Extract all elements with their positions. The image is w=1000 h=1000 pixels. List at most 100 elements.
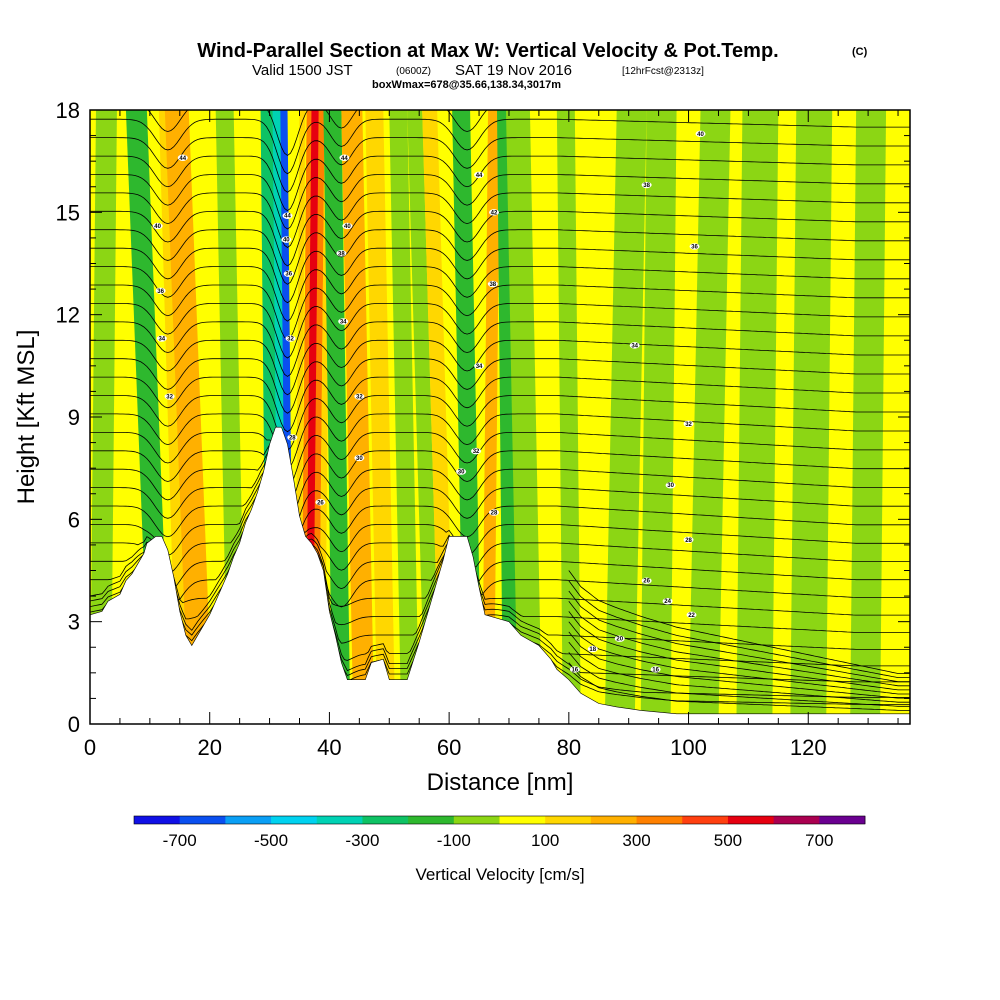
w-band [556, 110, 581, 714]
contour-label: 32 [285, 335, 296, 343]
utc-time: (0600Z) [396, 66, 431, 77]
theta-contour [568, 662, 910, 711]
x-tick-label: 80 [557, 735, 581, 760]
theta-contour [90, 472, 910, 616]
contour-label-text: 42 [491, 210, 498, 216]
contour-label-text: 22 [688, 613, 695, 619]
colorbar-swatch [316, 816, 363, 824]
theta-contour [90, 413, 910, 469]
theta-contour [568, 590, 910, 683]
theta-contour [90, 395, 910, 451]
contour-label: 26 [315, 499, 326, 506]
y-tick-label: 9 [68, 405, 80, 430]
contour-label-text: 40 [283, 238, 290, 244]
contour-label: 36 [155, 287, 166, 295]
contour-label: 38 [641, 181, 652, 189]
theta-contour [90, 358, 910, 414]
contour-label: 34 [629, 342, 640, 349]
contour-label-text: 32 [685, 422, 692, 428]
y-tick-label: 0 [68, 712, 80, 737]
contour-label: 20 [614, 635, 625, 643]
colorbar-tick-label: 100 [531, 831, 559, 850]
contour-label-text: 38 [489, 282, 496, 288]
w-band [90, 110, 117, 714]
contour-label-text: 34 [340, 319, 347, 325]
colorbar-tick-label: -300 [345, 831, 379, 850]
colorbar-frame [133, 815, 866, 825]
contour-label-text: 32 [473, 449, 480, 455]
contour-label-text: 28 [685, 538, 692, 544]
plot-area: 44 40 36 34 32 44 40 36 32 28 26 44 40 38 34 32 30 44 42 38… [90, 110, 910, 724]
y-axis-title: Height [Kft MSL] [13, 330, 40, 505]
theta-contour [90, 229, 910, 285]
colorbar-tick-label: 300 [622, 831, 650, 850]
contour-label: 34 [156, 335, 167, 343]
theta-contour [568, 631, 910, 699]
theta-contour [90, 466, 910, 556]
y-tick-label: 15 [56, 200, 80, 225]
contour-label: 36 [689, 243, 700, 250]
colorbar-swatch [682, 816, 729, 824]
theta-contour [90, 455, 910, 520]
contour-label-text: 16 [652, 667, 659, 673]
contour-label-text: 26 [317, 500, 324, 506]
theta-contour [90, 472, 910, 574]
theta-contour [568, 641, 910, 703]
colorbar-tick-label: -100 [437, 831, 471, 850]
contour-label-text: 44 [476, 173, 483, 179]
contour-label-text: 26 [643, 579, 650, 585]
contour-label: 16 [650, 666, 661, 673]
theta-contour [568, 652, 910, 707]
theta-contour [90, 284, 910, 341]
contour-label-text: 24 [664, 599, 671, 605]
theta-contour [90, 174, 910, 230]
w-band [640, 110, 677, 714]
contour-label: 40 [695, 130, 706, 138]
contour-label-text: 30 [458, 470, 465, 476]
contour-label-text: 32 [356, 395, 363, 401]
x-tick-label: 0 [84, 735, 96, 760]
w-band [850, 110, 887, 714]
theta-contour [90, 477, 910, 590]
colorbar-swatch [271, 816, 318, 824]
contour-label: 30 [354, 454, 365, 462]
theta-contour [90, 449, 910, 510]
contour-label-text: 40 [344, 224, 351, 230]
contour-label: 28 [287, 434, 298, 441]
contour-label: 44 [474, 171, 485, 179]
contour-label: 32 [164, 393, 175, 401]
theta-contour [90, 477, 910, 633]
y-tick-label: 12 [56, 303, 80, 328]
y-tick-label: 3 [68, 610, 80, 635]
colorbar-tick-label: -500 [254, 831, 288, 850]
contour-label-text: 40 [697, 132, 704, 138]
contour-label: 44 [177, 154, 188, 162]
contour-label-text: 36 [157, 289, 164, 295]
contour-label-text: 40 [154, 224, 161, 230]
theta-contour [90, 376, 910, 433]
contour-label-text: 32 [287, 337, 294, 343]
terrain [90, 426, 910, 724]
contour-label-text: 34 [158, 337, 165, 343]
w-band [407, 110, 441, 714]
contour-label-text: 34 [476, 364, 483, 370]
contour-label-text: 44 [341, 156, 348, 162]
w-band [158, 110, 189, 714]
y-tick-label: 6 [68, 507, 80, 532]
contour-label: 38 [336, 250, 347, 257]
contour-label-text: 44 [179, 156, 186, 162]
w-band [736, 110, 779, 714]
contour-label-text: 32 [166, 395, 173, 401]
w-band [604, 110, 647, 714]
x-tick-label: 20 [197, 735, 221, 760]
contour-label-text: 30 [356, 456, 363, 462]
contour-label: 30 [665, 482, 676, 489]
x-tick-label: 40 [317, 735, 341, 760]
contour-label: 32 [683, 420, 694, 428]
contour-label: 32 [354, 393, 365, 401]
contour-label-text: 28 [491, 511, 498, 517]
contour-label-text: 44 [284, 214, 291, 220]
colorbar-tick-label: 700 [805, 831, 833, 850]
theta-contour [90, 247, 910, 304]
